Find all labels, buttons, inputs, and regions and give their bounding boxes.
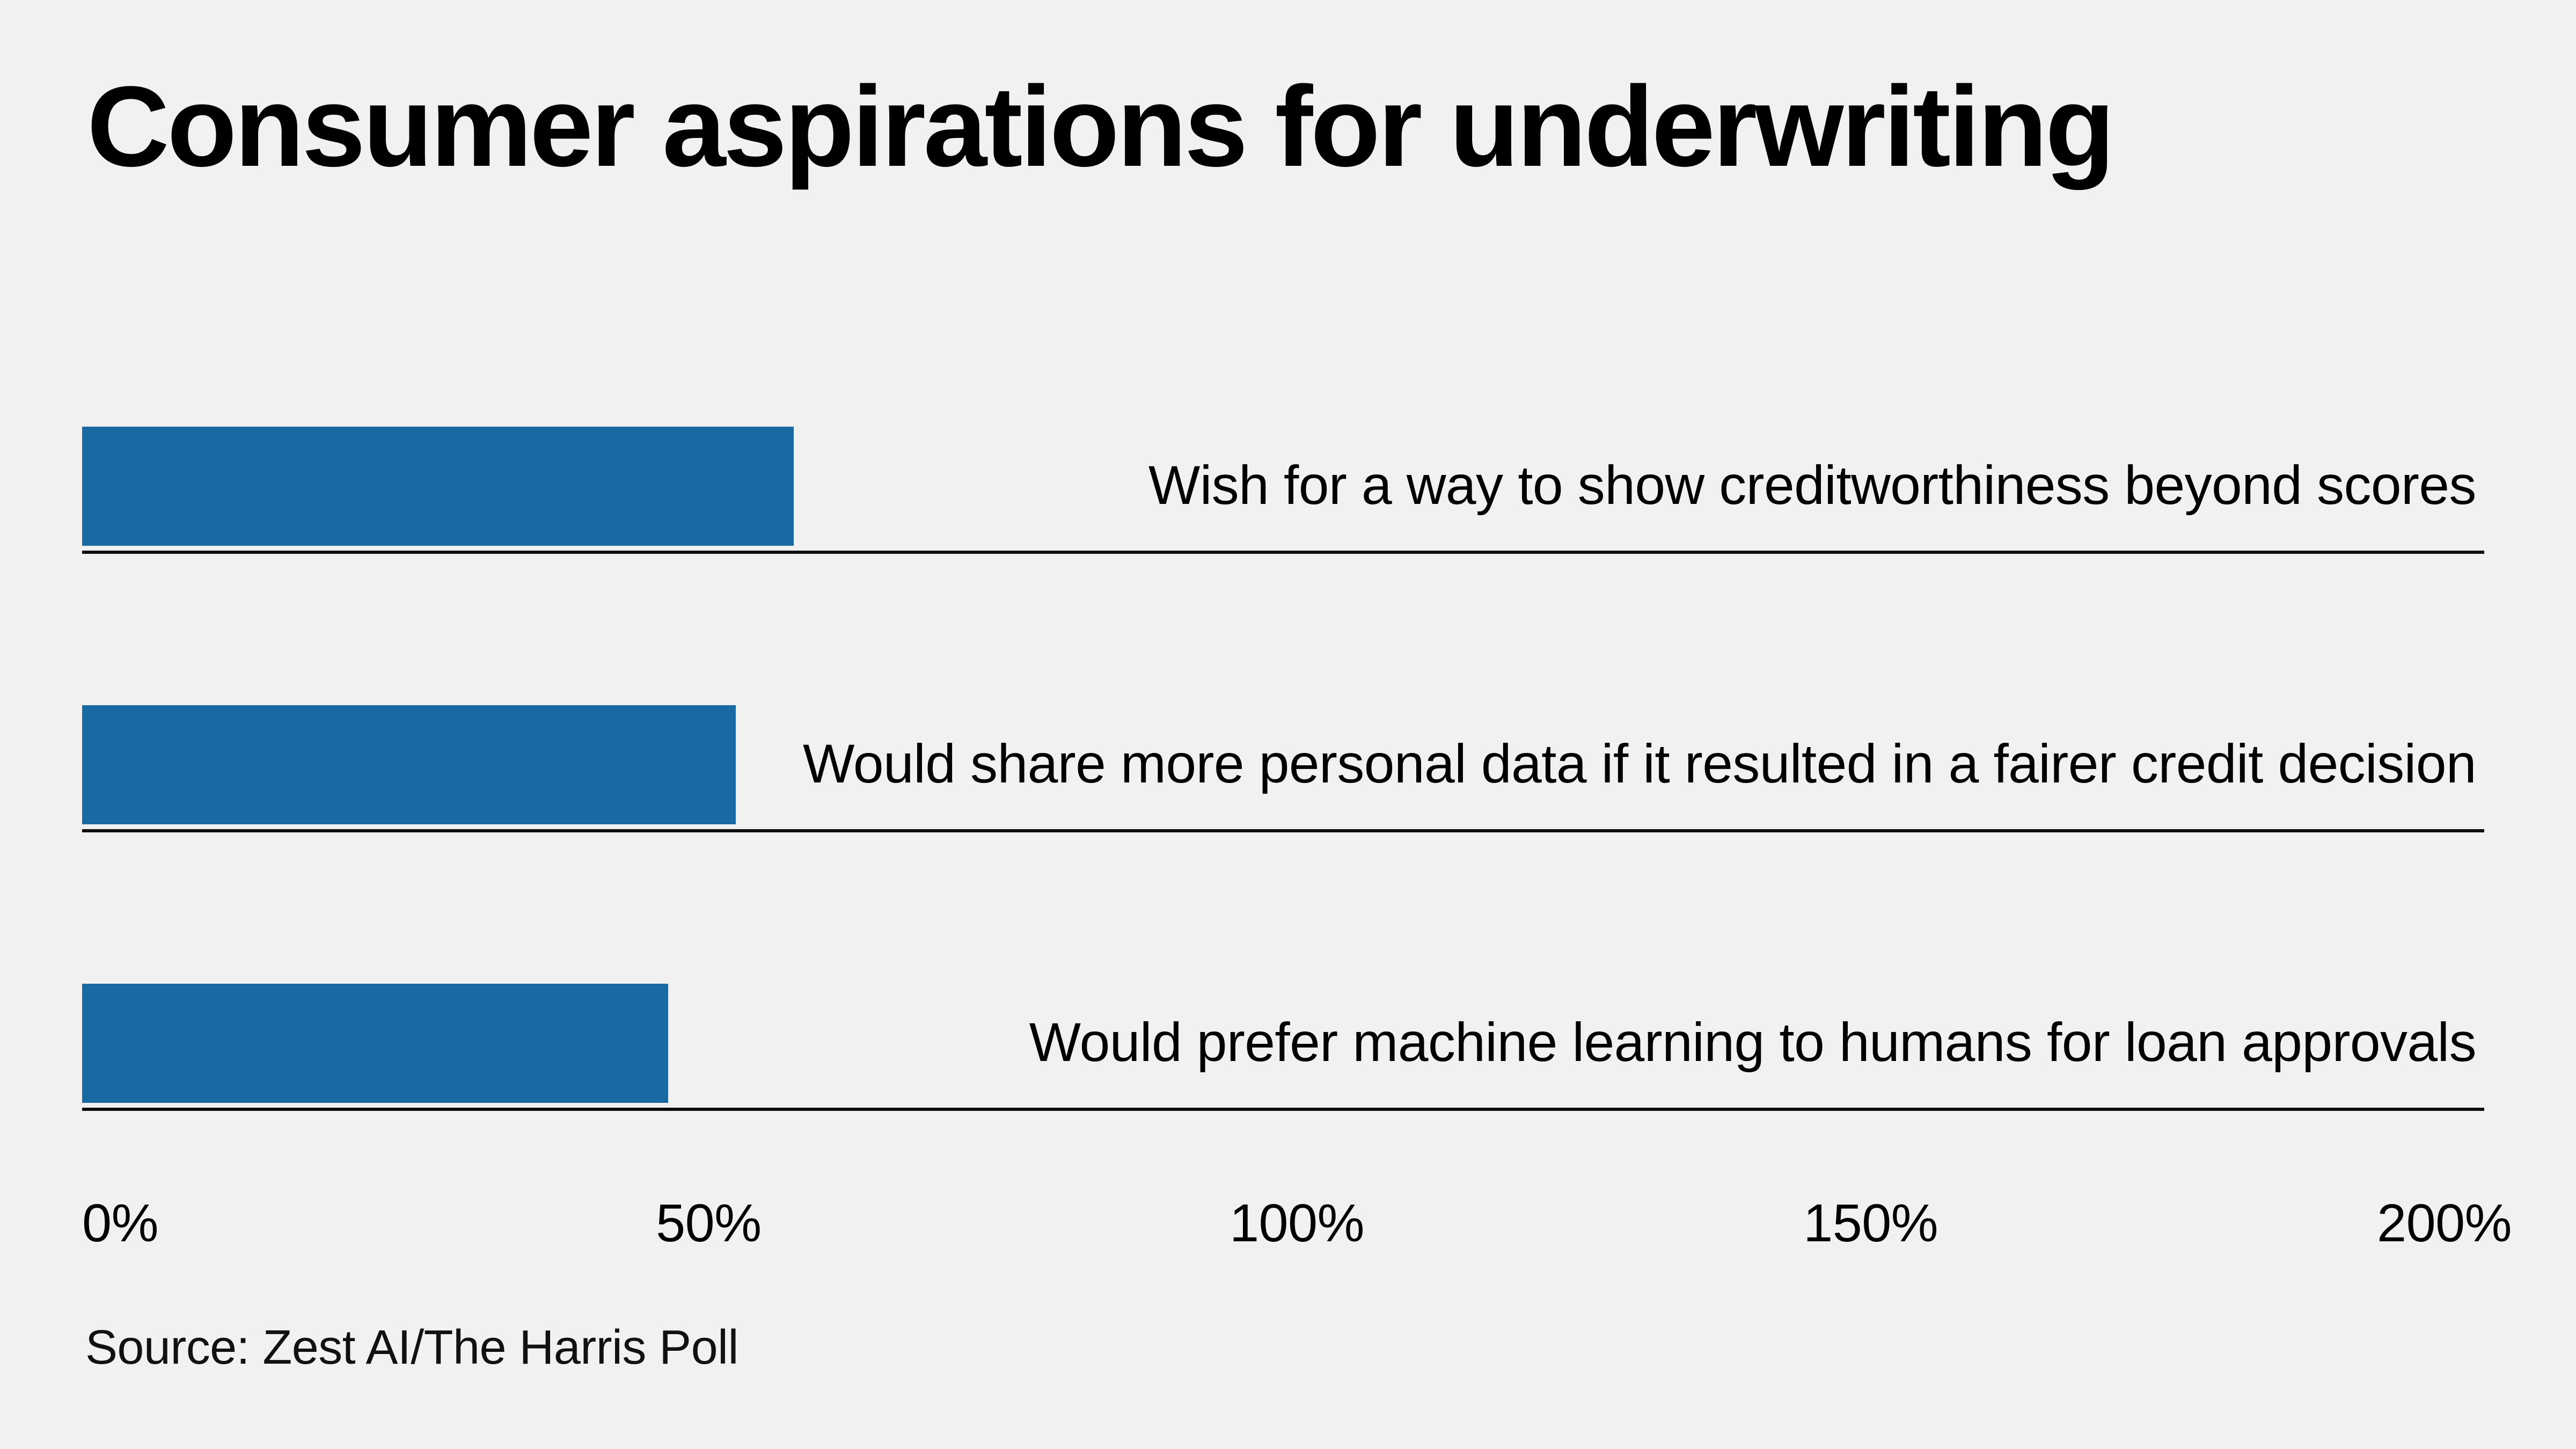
chart-title: Consumer aspirations for underwriting (87, 64, 2115, 192)
x-axis: 0% 50% 100% 150% 200% (0, 1193, 2576, 1259)
bar (82, 984, 668, 1103)
bar-label: Would prefer machine learning to humans … (1029, 1013, 2477, 1074)
bar-row: Would share more personal data if it res… (0, 705, 2576, 898)
x-axis-tick: 200% (2377, 1193, 2512, 1253)
row-baseline (82, 1108, 2484, 1111)
bar (82, 427, 794, 546)
bar-label: Would share more personal data if it res… (803, 734, 2477, 795)
source-note: Source: Zest AI/The Harris Poll (85, 1322, 738, 1375)
bar-row: Wish for a way to show creditworthiness … (0, 427, 2576, 620)
x-axis-tick: 0% (82, 1193, 158, 1253)
bar-row: Would prefer machine learning to humans … (0, 984, 2576, 1177)
x-axis-tick: 50% (656, 1193, 762, 1253)
x-axis-tick: 150% (1803, 1193, 1938, 1253)
bar-label: Wish for a way to show creditworthiness … (1148, 456, 2477, 517)
bar (82, 705, 736, 824)
row-baseline (82, 551, 2484, 554)
row-baseline (82, 829, 2484, 832)
x-axis-tick: 100% (1230, 1193, 1364, 1253)
